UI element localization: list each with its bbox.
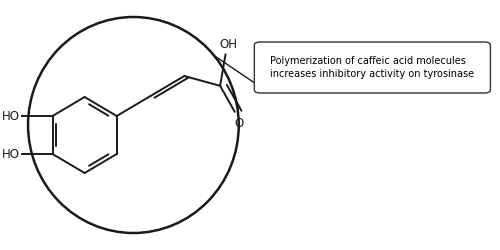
Text: O: O (234, 117, 243, 130)
FancyBboxPatch shape (254, 42, 490, 93)
Text: OH: OH (219, 38, 237, 51)
Text: HO: HO (2, 110, 21, 122)
Text: Polymerization of caffeic acid molecules
increases inhibitory activity on tyrosi: Polymerization of caffeic acid molecules… (270, 56, 474, 79)
Text: HO: HO (2, 148, 21, 160)
